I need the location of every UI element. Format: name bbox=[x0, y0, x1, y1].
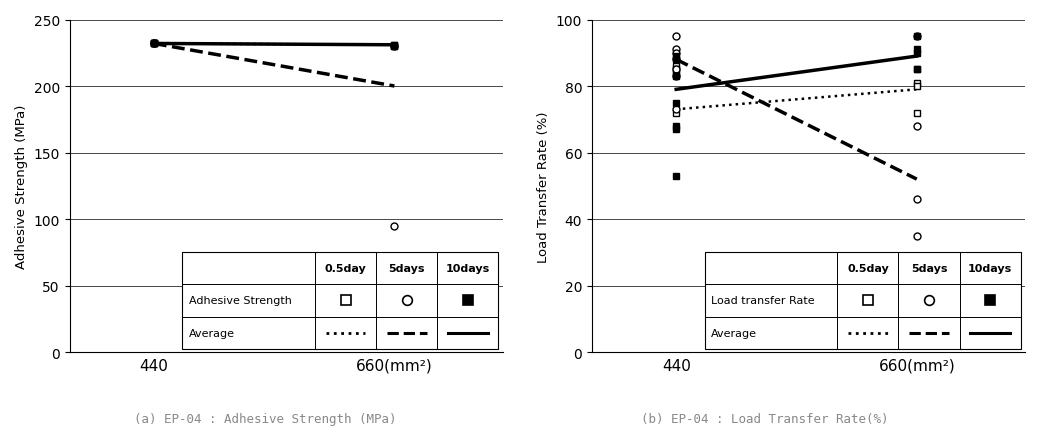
Bar bbox=[182, 253, 498, 349]
Text: (a) EP-04 : Adhesive Strength (MPa): (a) EP-04 : Adhesive Strength (MPa) bbox=[134, 412, 396, 425]
Text: Average: Average bbox=[188, 328, 235, 338]
Text: 10days: 10days bbox=[445, 264, 490, 273]
Text: (b) EP-04 : Load Transfer Rate(%): (b) EP-04 : Load Transfer Rate(%) bbox=[641, 412, 888, 425]
Text: Average: Average bbox=[711, 328, 757, 338]
Text: Adhesive Strength: Adhesive Strength bbox=[188, 296, 291, 306]
Y-axis label: Load Transfer Rate (%): Load Transfer Rate (%) bbox=[538, 111, 550, 262]
Text: 0.5day: 0.5day bbox=[847, 264, 889, 273]
Text: Load transfer Rate: Load transfer Rate bbox=[711, 296, 814, 306]
Y-axis label: Adhesive Strength (MPa): Adhesive Strength (MPa) bbox=[15, 104, 28, 268]
Text: 5days: 5days bbox=[911, 264, 947, 273]
Text: 5days: 5days bbox=[388, 264, 425, 273]
Text: 10days: 10days bbox=[968, 264, 1012, 273]
Text: 0.5day: 0.5day bbox=[324, 264, 366, 273]
Bar bbox=[704, 253, 1020, 349]
